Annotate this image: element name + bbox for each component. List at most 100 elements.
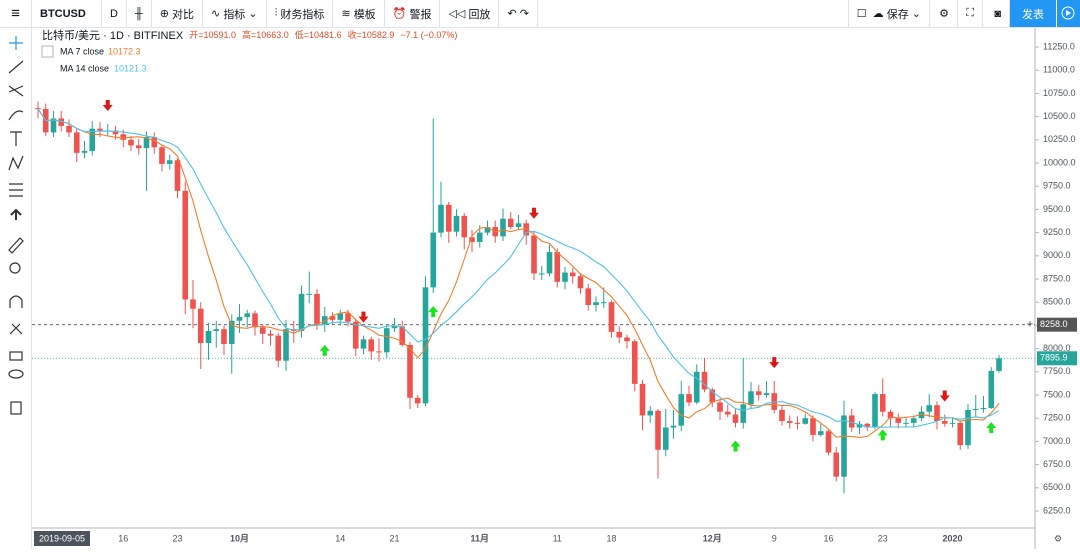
price-label: 8258.0: [1040, 319, 1068, 329]
magnet-tool[interactable]: [9, 295, 23, 308]
candle-body: [376, 351, 382, 353]
indicator-value: 10172.3: [108, 46, 141, 56]
chart-type-button[interactable]: ╫: [127, 0, 152, 27]
candle-body: [717, 402, 723, 412]
candle-body: [469, 237, 475, 242]
pattern-tool[interactable]: [8, 155, 24, 171]
candle-body: [918, 411, 925, 419]
candle-body: [345, 313, 351, 322]
candle-body: [461, 215, 468, 238]
ohlc-value: 开=10591.0: [189, 30, 236, 40]
y-tick-label: 6500.0: [1043, 482, 1071, 492]
fib-tool[interactable]: [8, 85, 24, 97]
y-tick-label: 8750.0: [1043, 273, 1071, 283]
candle-body: [275, 335, 282, 361]
snapshot-button[interactable]: ◙: [986, 0, 1010, 27]
candle-body: [112, 130, 119, 135]
candle-body: [724, 411, 731, 415]
x-tick-label: 11月: [470, 533, 489, 543]
candle-body: [50, 118, 57, 133]
label: 保存: [886, 8, 909, 21]
candle-body: [407, 344, 413, 398]
candle-body: [422, 287, 429, 404]
visibility-tool[interactable]: [8, 369, 24, 379]
candle-body: [748, 391, 754, 405]
replay-button[interactable]: ◁◁ 回放: [440, 0, 500, 27]
measure-tool[interactable]: [8, 237, 24, 254]
candle-body: [825, 431, 832, 453]
menu-button[interactable]: ≡: [0, 0, 32, 27]
y-tick-label: 7250.0: [1043, 413, 1071, 423]
fullscreen-button[interactable]: ⛶: [958, 0, 983, 27]
x-tick-label: 9: [772, 533, 777, 543]
candle-body: [755, 391, 762, 396]
axis-settings-icon: ⚙: [1054, 533, 1062, 543]
x-tick-label: 2019-09-05: [39, 533, 85, 543]
candle-body: [864, 423, 871, 428]
sell-arrow: [769, 357, 780, 369]
y-tick-label: 11250.0: [1043, 41, 1075, 51]
interval-button[interactable]: D: [102, 0, 127, 27]
candle-body: [802, 418, 809, 424]
y-tick-label: 9500.0: [1043, 204, 1071, 214]
buy-arrow: [986, 421, 997, 433]
candle-body: [593, 302, 599, 306]
label: 模板: [353, 8, 376, 21]
candle-body: [872, 394, 878, 428]
x-tick-label: 2020: [942, 533, 962, 543]
compare-button[interactable]: ⊕ 对比: [152, 0, 204, 27]
text-tool[interactable]: [10, 131, 22, 146]
candle-body: [903, 422, 909, 424]
drawing-toolbar: [0, 28, 32, 549]
x-tick-label: 23: [172, 533, 182, 543]
brush-tool[interactable]: [8, 110, 24, 121]
financials-button[interactable]: ⫶ 财务指标: [267, 0, 334, 27]
candle-body: [197, 308, 204, 344]
icon: [1061, 6, 1075, 20]
symbol-legend: 比特币/美元 · 1D · BITFINEX 开=10591.0 高=10663.0…: [42, 28, 457, 42]
candle-body: [35, 108, 41, 110]
alert-button[interactable]: ⏰ 警报: [385, 0, 441, 27]
zoom-tool[interactable]: [9, 262, 21, 274]
candle-body: [786, 421, 793, 423]
line-tool[interactable]: [8, 60, 24, 74]
circle: [1061, 6, 1075, 20]
moving-average-line: [37, 108, 1000, 428]
templates-button[interactable]: ≋ 模板: [333, 0, 385, 27]
crosshair-tool[interactable]: [9, 36, 23, 50]
save-button[interactable]: ☐ ☁ 保存 ⌄: [847, 0, 930, 27]
date-label-box: [34, 531, 90, 546]
sell-arrow: [358, 311, 369, 323]
publish-button[interactable]: 发表: [1010, 0, 1056, 27]
candle-body: [670, 425, 677, 428]
candle-body: [887, 411, 894, 419]
candle-body: [585, 288, 592, 306]
indicators-button[interactable]: ∿ 指标 ⌄: [203, 0, 267, 27]
candle-body: [941, 421, 948, 424]
candle-body: [879, 394, 886, 412]
candle-body: [763, 393, 770, 396]
lock-tool[interactable]: [9, 351, 23, 361]
undo-button[interactable]: ↶ ↷: [499, 0, 538, 27]
candle-body: [445, 204, 452, 232]
candle-body: [244, 313, 251, 318]
candle-body: [631, 341, 638, 384]
y-tick-label: 9750.0: [1043, 181, 1071, 191]
y-tick-label: 10500.0: [1043, 111, 1076, 121]
forecast-tool[interactable]: [9, 183, 23, 197]
lock-drawings-tool[interactable]: [9, 323, 23, 335]
candle-body: [298, 293, 305, 331]
candle-body: [228, 320, 235, 344]
settings-button[interactable]: ⚙: [931, 0, 958, 27]
symbol-button[interactable]: BTCUSD: [32, 0, 102, 27]
candle-body: [972, 408, 979, 410]
candle-body: [546, 252, 553, 274]
trash-tool[interactable]: [10, 401, 22, 415]
candle-body: [182, 190, 189, 300]
candle-body: [910, 418, 917, 423]
candle-body: [662, 427, 669, 450]
candle-body: [848, 415, 855, 428]
candle-body: [949, 422, 956, 424]
arrow-tool[interactable]: [10, 208, 22, 220]
play-button[interactable]: [1056, 0, 1080, 27]
